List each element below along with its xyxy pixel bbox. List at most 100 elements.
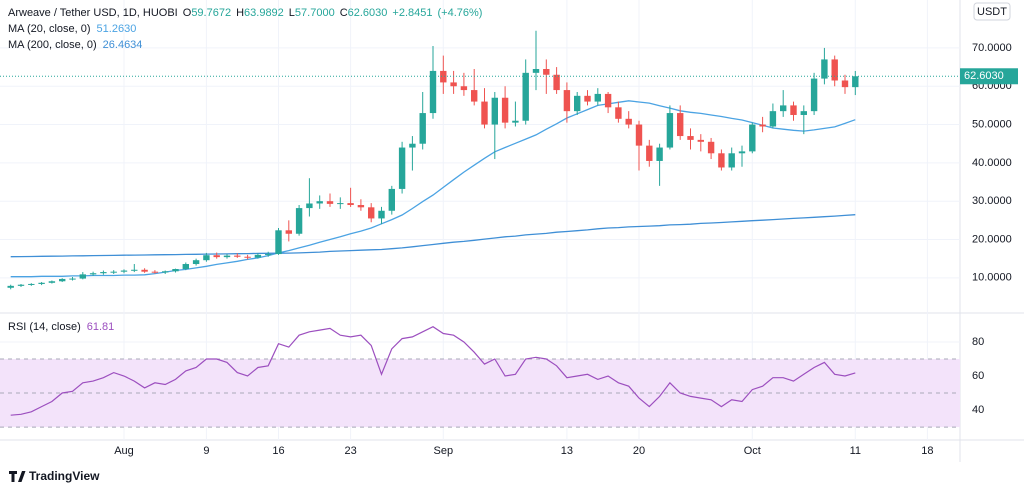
series-value: 26.4634: [103, 39, 143, 51]
candle-body: [120, 270, 128, 272]
candle-body: [594, 93, 601, 102]
candle-body: [769, 111, 777, 127]
candle-body: [728, 153, 735, 168]
candle-body: [28, 283, 35, 285]
candle-body: [666, 113, 674, 148]
candle-body: [378, 210, 385, 219]
chart-title: Arweave / Tether USD, 1D, HUOBI: [8, 7, 178, 19]
candle-body: [254, 254, 262, 258]
ohlc-name: L: [289, 7, 295, 19]
candle-body: [162, 271, 169, 273]
y-tick-label: 70.0000: [972, 42, 1012, 54]
candle-body: [718, 153, 725, 168]
y-tick-label: 50.0000: [972, 118, 1012, 130]
candle-body: [203, 255, 210, 261]
candle-body: [69, 278, 76, 280]
last-price-label: 62.6030: [964, 70, 1004, 82]
background-layer: [0, 0, 960, 440]
candle-body: [38, 282, 45, 284]
candle-body: [810, 78, 818, 112]
candle-body: [512, 120, 519, 123]
rsi-tick-label: 80: [972, 336, 984, 348]
moving-average: [10, 100, 856, 278]
candle-body: [48, 281, 56, 283]
y-tick-label: 20.0000: [972, 233, 1012, 245]
candle-body: [852, 76, 859, 88]
ohlc-value: +2.8451: [392, 7, 432, 19]
ohlc-value: 57.7000: [295, 7, 335, 19]
rsi-value: 61.81: [87, 321, 115, 333]
candle-body: [759, 124, 766, 127]
series-name: MA (200, close, 0): [8, 39, 97, 51]
candle-body: [738, 151, 746, 154]
x-tick-label: Sep: [434, 445, 454, 457]
candle-body: [213, 255, 220, 258]
y-tick-label: 40.0000: [972, 157, 1012, 169]
brand: TradingView: [29, 469, 100, 483]
candle-body: [17, 284, 25, 286]
candle-body: [192, 260, 200, 265]
rsi-legend: RSI (14, close) 61.81: [8, 321, 114, 333]
candle-body: [491, 97, 498, 125]
x-tick-label: 16: [272, 445, 284, 457]
candle-body: [563, 90, 571, 112]
ohlc-name: O: [183, 7, 192, 19]
series-name: MA (20, close, 0): [8, 23, 91, 35]
candle-body: [265, 254, 272, 256]
candle-body: [450, 82, 457, 87]
candle-body: [532, 69, 540, 73]
candle-body: [440, 70, 447, 83]
candle-body: [337, 203, 344, 205]
x-tick-label: 20: [633, 445, 645, 457]
y-tick-label: 30.0000: [972, 195, 1012, 207]
candle-body: [481, 101, 488, 125]
candle-body: [244, 256, 251, 258]
ohlc-value: 62.6030: [348, 7, 388, 19]
x-tick-label: 13: [561, 445, 573, 457]
candle-body: [316, 201, 323, 204]
x-tick-label: 18: [921, 445, 933, 457]
tradingview-logo: TradingView: [9, 469, 100, 483]
candle-body: [656, 147, 663, 161]
candle-body: [100, 272, 107, 274]
candle-body: [223, 255, 231, 258]
ohlc-name: C: [340, 7, 348, 19]
series-legend: MA (200, close, 0) 26.4634: [8, 39, 142, 51]
rsi-line: [10, 326, 856, 416]
candle-body: [326, 201, 334, 204]
candle-body: [275, 230, 282, 255]
candle-body: [841, 80, 849, 88]
candle-body: [357, 205, 365, 208]
candle-body: [151, 271, 159, 273]
candle-body: [800, 111, 807, 115]
candle-body: [306, 203, 313, 209]
candle-body: [368, 207, 375, 219]
candle-body: [131, 269, 138, 271]
candle-body: [574, 95, 581, 112]
candle-body: [471, 90, 478, 102]
candle-body: [501, 97, 509, 123]
candle-body: [553, 74, 560, 91]
candle-body: [780, 105, 787, 112]
currency-badge: [973, 2, 1011, 21]
series-legend: MA (20, close, 0) 51.2630: [8, 23, 136, 35]
candle-body: [141, 269, 148, 272]
candle-body: [419, 113, 426, 144]
candle-body: [625, 118, 632, 125]
logo-icon: [9, 471, 26, 482]
x-tick-label: 9: [203, 445, 209, 457]
x-tick-label: Aug: [114, 445, 134, 457]
rsi-name: RSI (14, close): [8, 321, 81, 333]
candle-body: [295, 208, 303, 234]
candle-body: [285, 230, 292, 234]
candle-body: [460, 86, 468, 91]
x-tick-label: 23: [344, 445, 356, 457]
candle-body: [749, 124, 756, 152]
candle-body: [677, 113, 684, 137]
candle-body: [347, 203, 354, 206]
candle-body: [59, 278, 66, 282]
candle-body: [687, 136, 694, 140]
candle-body: [110, 271, 117, 273]
candle-body: [182, 264, 189, 270]
